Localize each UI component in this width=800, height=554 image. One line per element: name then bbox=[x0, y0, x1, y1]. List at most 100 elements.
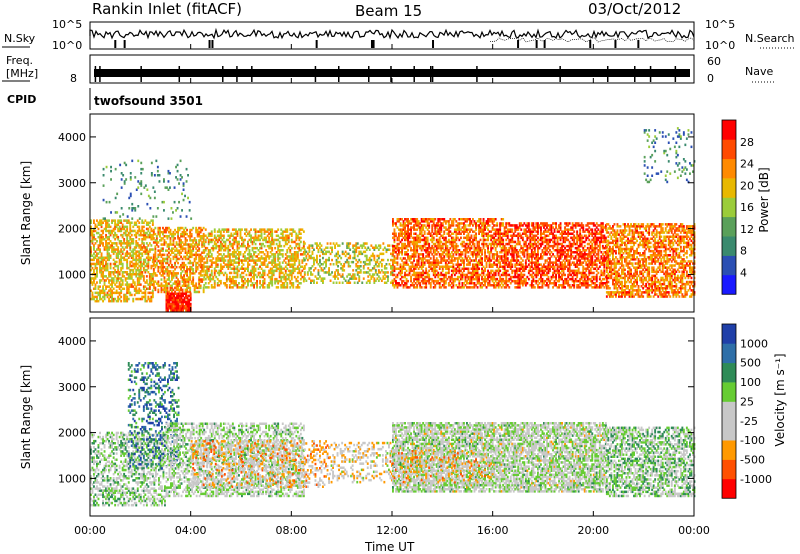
power-cell bbox=[186, 290, 188, 294]
power-cell bbox=[435, 261, 438, 264]
power-cell bbox=[106, 277, 109, 280]
power-cell bbox=[265, 240, 268, 244]
power-cell bbox=[117, 279, 120, 282]
power-cell bbox=[192, 268, 195, 271]
power-cell bbox=[281, 261, 284, 264]
power-cell bbox=[284, 279, 287, 283]
power-cell bbox=[440, 255, 443, 258]
power-cell bbox=[166, 288, 169, 292]
power-cell bbox=[512, 251, 515, 254]
power-cell bbox=[527, 263, 530, 266]
power-cell bbox=[484, 228, 486, 231]
power-cell bbox=[219, 259, 222, 262]
power-cell bbox=[193, 288, 196, 292]
power-cell bbox=[482, 242, 485, 246]
power-cell bbox=[186, 302, 189, 306]
power-cell bbox=[470, 253, 473, 256]
power-cell bbox=[103, 258, 106, 262]
power-cell bbox=[233, 267, 236, 270]
power-cell bbox=[139, 229, 142, 233]
power-cell bbox=[505, 230, 508, 233]
power-cell bbox=[227, 230, 230, 233]
power-cell bbox=[203, 265, 206, 268]
power-cell bbox=[458, 222, 461, 225]
power-cell bbox=[441, 265, 444, 268]
power-cell bbox=[511, 279, 514, 283]
power-cell bbox=[141, 262, 144, 266]
power-cell bbox=[432, 249, 435, 252]
power-cell bbox=[253, 253, 255, 256]
power-cell bbox=[423, 230, 426, 233]
power-cell bbox=[313, 281, 315, 284]
power-cell bbox=[216, 263, 219, 266]
power-cell bbox=[422, 273, 425, 277]
power-cell bbox=[317, 271, 320, 274]
power-cell bbox=[399, 265, 402, 268]
power-cell bbox=[382, 248, 385, 251]
power-cell bbox=[476, 265, 479, 268]
power-cell bbox=[444, 263, 447, 266]
power-cell bbox=[215, 246, 218, 250]
power-cell bbox=[269, 244, 272, 248]
power-cell bbox=[228, 255, 231, 258]
power-cell bbox=[111, 277, 113, 280]
power-cell bbox=[408, 234, 411, 237]
power-cell bbox=[508, 277, 511, 281]
power-cell bbox=[506, 242, 509, 246]
power-cell bbox=[399, 218, 402, 221]
power-cell bbox=[466, 234, 468, 237]
power-cell bbox=[213, 282, 216, 285]
power-cell bbox=[449, 224, 452, 227]
power-cell bbox=[402, 220, 405, 223]
power-cell bbox=[127, 277, 130, 280]
power-cell bbox=[490, 284, 493, 287]
power-cell bbox=[358, 279, 361, 282]
power-cell bbox=[475, 246, 477, 250]
power-cell bbox=[475, 228, 477, 231]
power-cell bbox=[225, 277, 228, 281]
power-cell bbox=[127, 291, 130, 295]
power-cell bbox=[225, 246, 228, 250]
power-cell bbox=[182, 304, 184, 308]
power-cell bbox=[159, 261, 161, 265]
power-cell bbox=[173, 296, 175, 300]
power-cell bbox=[106, 248, 109, 251]
power-cell bbox=[144, 219, 147, 222]
power-cell bbox=[117, 285, 120, 288]
power-cell bbox=[256, 263, 258, 266]
power-cell bbox=[487, 249, 489, 252]
power-cell bbox=[303, 258, 306, 262]
power-cell bbox=[523, 222, 526, 225]
power-cell bbox=[263, 244, 266, 248]
power-cell bbox=[452, 220, 455, 223]
power-cell bbox=[150, 283, 153, 286]
power-cell bbox=[443, 238, 446, 242]
power-cell bbox=[509, 275, 512, 279]
power-cell bbox=[274, 277, 277, 281]
power-cell bbox=[111, 291, 113, 295]
power-cell bbox=[202, 288, 205, 292]
power-cell bbox=[190, 265, 193, 269]
power-cell bbox=[443, 232, 446, 235]
power-cell bbox=[259, 279, 261, 283]
power-cell bbox=[228, 277, 231, 281]
power-cell bbox=[213, 240, 216, 244]
power-cell bbox=[452, 279, 455, 283]
power-cell bbox=[499, 238, 502, 242]
power-cell bbox=[482, 232, 485, 235]
power-cell bbox=[289, 269, 292, 273]
power-cell bbox=[123, 227, 126, 231]
power-cell bbox=[401, 218, 403, 221]
power-cell bbox=[310, 254, 312, 258]
power-cell bbox=[367, 267, 370, 270]
power-cell bbox=[509, 240, 512, 244]
power-cell bbox=[236, 261, 239, 264]
power-cell bbox=[473, 238, 476, 242]
power-cell bbox=[136, 266, 139, 270]
power-cell bbox=[473, 220, 476, 223]
power-cell bbox=[148, 233, 151, 237]
power-cell bbox=[456, 275, 459, 279]
power-cell bbox=[463, 259, 465, 262]
power-cell bbox=[127, 231, 130, 235]
power-cell bbox=[437, 271, 440, 275]
